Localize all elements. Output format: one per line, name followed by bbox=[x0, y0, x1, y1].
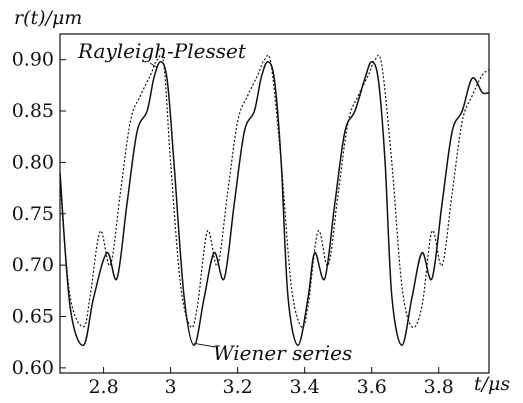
x-tick-label: 2.8 bbox=[88, 376, 118, 398]
rayleigh-plesset-label: Rayleigh-Plesset bbox=[77, 39, 247, 63]
y-tick-label: 0.80 bbox=[12, 151, 54, 173]
y-tick-label: 0.70 bbox=[12, 254, 54, 276]
y-axis-label: r(t)/μm bbox=[14, 7, 82, 29]
rayleigh-plesset-leader-line bbox=[149, 62, 158, 69]
y-tick-label: 0.85 bbox=[12, 100, 54, 122]
y-tick-label: 0.65 bbox=[12, 306, 54, 328]
x-tick-label: 3 bbox=[165, 376, 177, 398]
wiener-series-leader-line bbox=[193, 342, 216, 348]
y-tick-label: 0.60 bbox=[12, 357, 54, 379]
annotation-layer: Rayleigh-Plesset Wiener series bbox=[77, 39, 352, 365]
rayleigh-plesset-line bbox=[59, 54, 490, 329]
x-tick-label: 3.2 bbox=[223, 376, 253, 398]
x-tick-label: 3.8 bbox=[424, 376, 454, 398]
wiener-series-line bbox=[59, 60, 490, 347]
x-axis: 2.8 3 3.2 3.4 3.6 3.8 bbox=[88, 367, 454, 398]
y-tick-label: 0.75 bbox=[12, 203, 54, 225]
y-tick-label: 0.90 bbox=[12, 49, 54, 71]
series-layer bbox=[59, 54, 490, 347]
wiener-series-label: Wiener series bbox=[213, 341, 352, 365]
x-tick-label: 3.6 bbox=[357, 376, 387, 398]
plot-frame bbox=[59, 33, 490, 374]
x-axis-label: t/μs bbox=[474, 373, 510, 395]
y-axis: 0.60 0.65 0.70 0.75 0.80 0.85 0.90 bbox=[12, 49, 66, 379]
x-tick-label: 3.4 bbox=[290, 376, 320, 398]
